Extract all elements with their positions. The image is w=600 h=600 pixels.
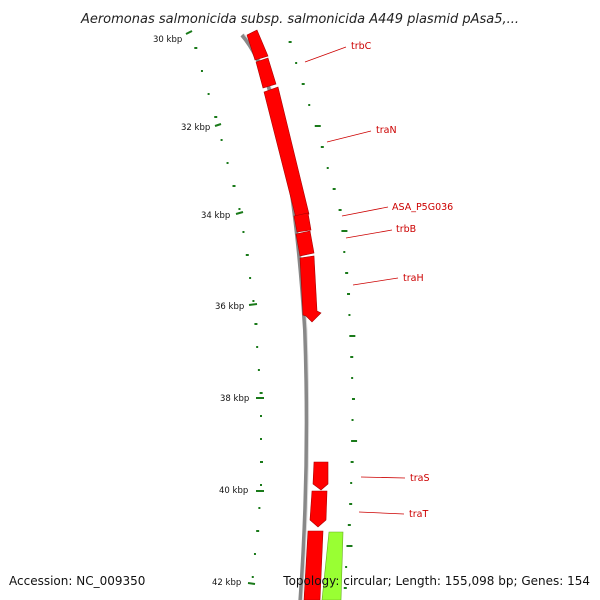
gene-arrow-downstream [303, 530, 324, 600]
kbp-ticks: 30 kbp 32 kbp 34 kbp 36 kbp 38 kbp 40 kb… [153, 30, 264, 588]
map-title: Aeromonas salmonicida subsp. salmonicida… [80, 12, 519, 27]
gene-labels: trbC traN ASA_P5G036 trbB traH traS traT [304, 41, 453, 520]
gene-arrow-green [321, 531, 344, 600]
gene-arrow-traT [309, 490, 328, 528]
topology-summary: Topology: circular; Length: 155,098 bp; … [282, 574, 590, 588]
tick-label-34kbp: 34 kbp [201, 211, 230, 221]
gene-arrow-traN [263, 86, 310, 219]
tick-label-36kbp: 36 kbp [215, 302, 244, 312]
gene-arrow-traH [299, 255, 322, 323]
gene-label-traT: traT [409, 509, 428, 520]
leader-ASA_P5G036 [341, 206, 389, 217]
gene-arrow-ASA_P5G036 [293, 212, 312, 233]
tick-label-42kbp: 42 kbp [212, 578, 241, 588]
gene-label-trbC: trbC [351, 41, 372, 52]
leader-traS [360, 476, 406, 479]
gene-arrow-trbB [295, 230, 315, 257]
tick-mark-30kbp [185, 30, 193, 35]
accession-text: Accession: NC_009350 [9, 574, 145, 588]
tick-label-38kbp: 38 kbp [220, 394, 249, 404]
tick-label-40kbp: 40 kbp [219, 486, 248, 496]
gc-track-inner [194, 47, 263, 578]
tick-mark-32kbp [214, 123, 222, 127]
tick-label-30kbp: 30 kbp [153, 35, 182, 45]
cds-forward-track [246, 29, 329, 600]
leader-traH [352, 277, 399, 286]
tick-label-32kbp: 32 kbp [181, 123, 210, 133]
leader-trbB [345, 229, 393, 239]
gene-label-traH: traH [403, 273, 424, 284]
gc-track-outer [288, 41, 358, 589]
gene-arrow-traS [312, 461, 329, 491]
tick-mark-42kbp [247, 582, 256, 585]
leader-traT [358, 511, 405, 515]
gene-label-ASA_P5G036: ASA_P5G036 [392, 202, 453, 213]
gene-label-traN: traN [376, 125, 397, 136]
leader-traN [326, 130, 372, 143]
tick-mark-36kbp [248, 303, 258, 306]
tick-mark-34kbp [235, 211, 244, 215]
gene-arrow-trbC [255, 57, 277, 89]
gene-label-trbB: trbB [396, 224, 416, 235]
gene-arrow-trbC-upstream [246, 29, 269, 61]
leader-trbC [304, 46, 347, 63]
gene-label-traS: traS [410, 473, 429, 484]
